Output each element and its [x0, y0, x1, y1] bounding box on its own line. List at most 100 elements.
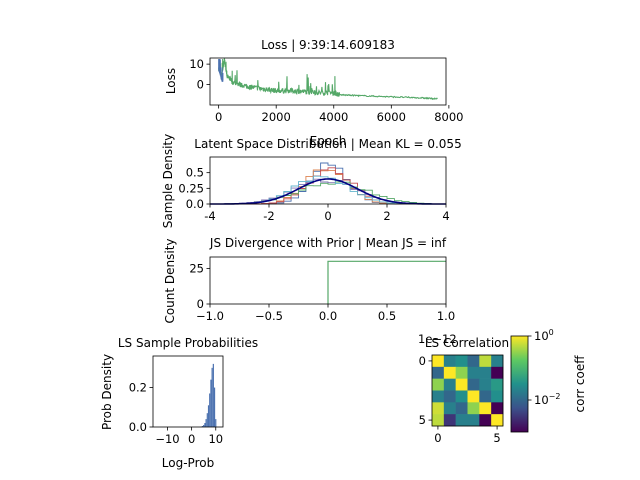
loss-title: Loss | 9:39:14.609183	[261, 38, 395, 52]
ls-prob-bar	[203, 425, 205, 427]
ls-corr-cell	[443, 402, 456, 415]
ls-corr-cell	[432, 378, 445, 391]
ls-corr-cell	[479, 378, 492, 391]
y-tick-label: 0	[197, 78, 204, 92]
ls-prob-bar	[215, 419, 217, 427]
loss-series-line	[218, 58, 438, 101]
y-tick-label: 25	[189, 261, 204, 275]
ls-corr-cell	[443, 355, 456, 368]
ls-corr-cell	[432, 414, 445, 427]
x-tick-label: 0	[215, 110, 222, 124]
latent-sample-hist	[224, 181, 432, 205]
ls-corr-cell	[432, 390, 445, 403]
ls-corr-cell	[455, 402, 468, 415]
ls-prob-bar	[201, 426, 204, 427]
ls-prob-bars	[200, 363, 217, 427]
ls-corr-cell	[432, 402, 445, 415]
x-tick-label: 0	[188, 432, 195, 446]
ls-corr-cell	[443, 390, 456, 403]
x-tick-label: 8000	[434, 110, 463, 124]
ls-corr-cell	[443, 414, 456, 427]
x-tick-label: 6000	[377, 110, 406, 124]
latent-sample-hist	[224, 175, 432, 205]
ls-prob-frame	[152, 355, 224, 428]
ls-corr-title: LS Correlation	[425, 336, 509, 350]
ls-prob-title: LS Sample Probabilities	[118, 336, 258, 350]
loss-ticks: 0 2000 4000 6000 8000 0 10	[189, 57, 463, 124]
js-series-line	[327, 260, 446, 304]
loss-frame	[209, 57, 447, 106]
ls-prob-bar	[211, 367, 213, 427]
loss-lines	[218, 58, 438, 101]
ls-corr-frame	[431, 354, 504, 427]
colorbar-tick-label: 100	[534, 328, 554, 343]
ls-prob-ylabel: Prob Density	[100, 354, 114, 430]
ls-corr-cell	[479, 366, 492, 379]
js-offset-text: 1e−12	[418, 332, 457, 346]
js-ticks: −1.0 −0.5 0.0 0.5 1.0 0 25	[189, 261, 455, 323]
x-tick-label: -2	[263, 209, 274, 223]
js-frame	[209, 256, 447, 305]
latent-title: Latent Space Distribution | Mean KL = 0.…	[194, 137, 461, 151]
colorbar-tick-base: 10	[534, 329, 549, 343]
x-tick-label: 2	[383, 209, 390, 223]
y-tick-label: 0.0	[129, 420, 147, 434]
ls-corr-cell	[479, 402, 492, 415]
y-tick-label: 0	[197, 297, 204, 311]
ls-corr-cell	[467, 366, 480, 379]
ls-corr-colorbar	[510, 335, 529, 433]
loss-ylabel: Loss	[164, 68, 178, 94]
ls-prob-bar	[206, 413, 208, 427]
loss-panel: Loss | 9:39:14.609183 Epoch Loss 0 2000 40…	[164, 38, 464, 148]
x-tick-label: −0.5	[255, 309, 283, 323]
latent-ticks: -4 -2 0 2 4 0.0 0.250.5	[178, 166, 449, 223]
x-tick-label: 5	[493, 431, 500, 445]
ls-corr-cell	[479, 414, 492, 427]
ls-corr-cell	[455, 390, 468, 403]
ls-prob-bar	[204, 423, 206, 427]
ls-prob-bar	[213, 387, 216, 427]
js-lines	[327, 260, 446, 304]
ls-corr-cell	[455, 355, 468, 368]
ls-corr-cells	[432, 355, 504, 427]
latent-panel: Latent Space Distribution | Mean KL = 0.…	[161, 134, 462, 228]
x-tick-label: -4	[204, 209, 215, 223]
ls-corr-cell	[455, 366, 468, 379]
x-tick-label: 2000	[262, 110, 291, 124]
ls-prob-xlabel: Log-Prob	[162, 456, 214, 470]
ls-corr-cell	[491, 355, 504, 368]
ls-corr-cell	[467, 355, 480, 368]
ls-prob-bar	[209, 393, 211, 427]
latent-lines	[210, 162, 446, 205]
js-title: JS Divergence with Prior | Mean JS = inf	[209, 236, 447, 250]
ls-prob-bar	[210, 379, 212, 427]
y-tick-label: 0.5	[186, 166, 204, 180]
ls-corr-cell	[432, 366, 445, 379]
x-tick-label: 0.0	[319, 309, 337, 323]
loss-xlabel: Epoch	[310, 134, 347, 148]
ls-corr-cell	[467, 414, 480, 427]
ls-corr-colorbar-label: corr coeff	[573, 355, 587, 413]
x-tick-label: 10	[208, 432, 223, 446]
colorbar-tick-base: 10	[534, 393, 549, 407]
ls-prob-ticks: −10 0 10 0.0 0.2	[129, 381, 223, 446]
ls-prob-bar	[212, 363, 214, 427]
ls-corr-cell	[491, 402, 504, 415]
ls-prob-bar	[205, 419, 207, 427]
loss-series-line	[218, 58, 224, 82]
ls-prob-panel: LS Sample Probabilities Log-Prob Prob De…	[100, 336, 258, 470]
y-tick-label: 0.2	[129, 381, 147, 395]
ls-corr-cell	[479, 355, 492, 368]
y-tick-label: 10	[189, 57, 204, 71]
ls-corr-cell	[455, 414, 468, 427]
x-tick-label: −1.0	[196, 309, 224, 323]
x-tick-label: −10	[155, 432, 179, 446]
latent-sample-hist	[224, 167, 432, 205]
y-tick-label: 5	[419, 413, 426, 427]
ls-corr-cell	[443, 378, 456, 391]
colorbar-tick-exponent: 0	[549, 328, 554, 337]
